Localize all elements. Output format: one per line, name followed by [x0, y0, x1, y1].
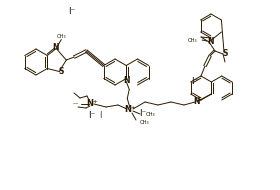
Text: CH₃: CH₃ [140, 120, 150, 124]
Text: CH₃: CH₃ [57, 34, 66, 39]
Text: I⁻: I⁻ [68, 7, 76, 17]
Text: |: | [99, 111, 101, 117]
Text: CH₃: CH₃ [146, 112, 156, 116]
Text: N: N [123, 76, 130, 85]
Text: I⁻: I⁻ [191, 78, 199, 86]
Text: S: S [59, 67, 64, 76]
Text: —: — [72, 101, 78, 107]
Text: N⁺: N⁺ [86, 100, 98, 108]
Text: N: N [194, 97, 200, 107]
Text: S: S [222, 50, 228, 59]
Text: I⁻: I⁻ [88, 111, 96, 120]
Text: I⁻: I⁻ [139, 108, 147, 117]
Text: CH₃: CH₃ [187, 37, 197, 43]
Text: N: N [207, 36, 213, 45]
Text: N: N [52, 43, 59, 52]
Text: N⁺: N⁺ [124, 105, 136, 115]
